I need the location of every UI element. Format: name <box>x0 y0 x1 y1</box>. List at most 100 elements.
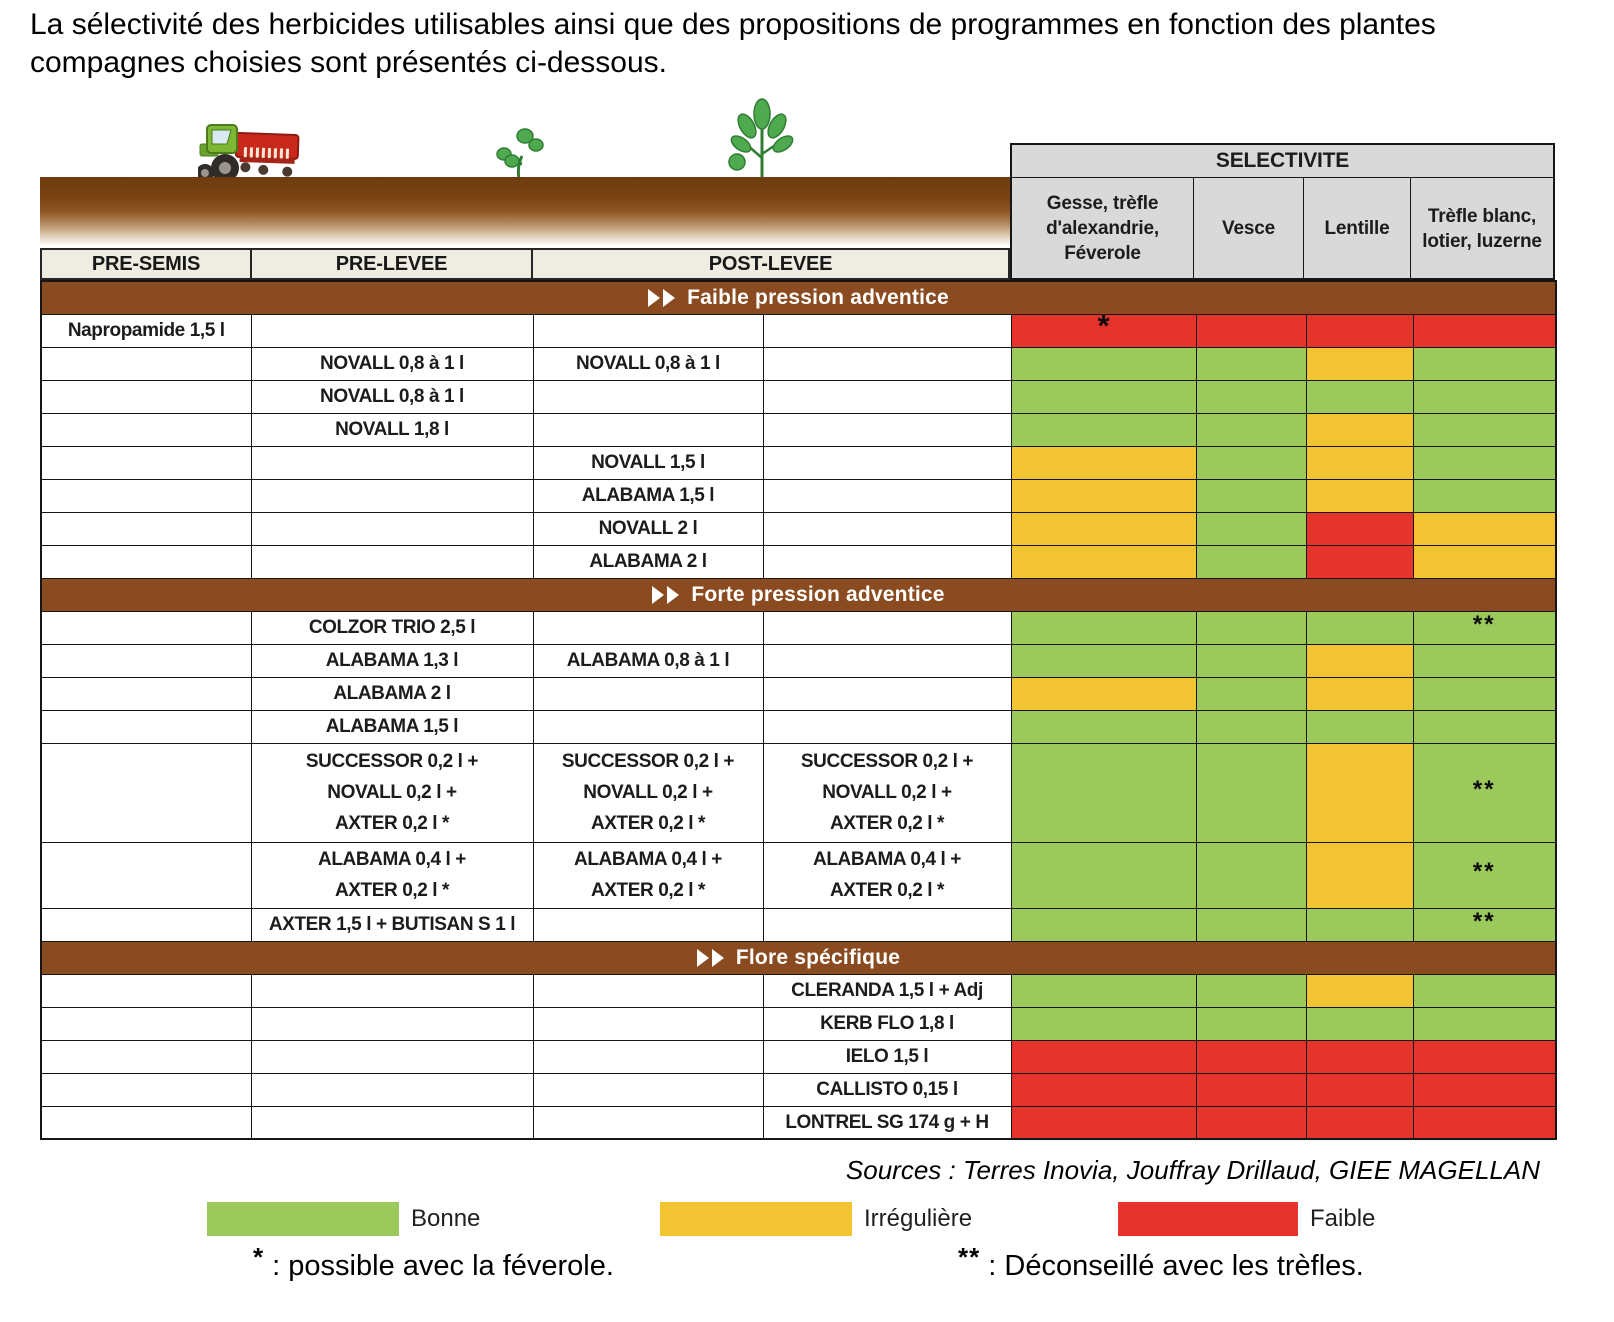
arrow-right-icon <box>667 585 680 604</box>
selectivity-cell-gesse-feverole <box>1010 1006 1197 1041</box>
cell-post-levee-2 <box>762 676 1012 711</box>
selectivity-table: PRE-SEMIS PRE-LEVEE POST-LEVEE SELECTIVI… <box>40 143 1558 1140</box>
cell-post-levee-1 <box>532 379 764 414</box>
cell-post-levee-1 <box>532 973 764 1008</box>
selectivity-cell-trefle-blanc <box>1412 676 1557 711</box>
header-post-levee: POST-LEVEE <box>531 250 1008 278</box>
section-bar: Flore spécifique <box>40 940 1557 975</box>
table-row: NOVALL 1,5 l <box>40 445 1557 480</box>
selectivity-cell-gesse-feverole <box>1010 544 1197 579</box>
table-row: ALABAMA 2 l <box>40 544 1557 579</box>
header-gesse-feverole: Gesse, trèfle d'alexandrie, Féverole <box>1046 193 1159 264</box>
cell-pre-levee: ALABAMA 2 l <box>250 676 534 711</box>
cell-pre-levee: SUCCESSOR 0,2 l + NOVALL 0,2 l + AXTER 0,2… <box>250 742 534 843</box>
selectivity-cell-vesce <box>1195 346 1307 381</box>
selectivity-cell-vesce <box>1195 1072 1307 1107</box>
cell-post-levee-1 <box>532 412 764 447</box>
arrow-right-icon <box>711 948 724 967</box>
footnote-marker: ** <box>1472 858 1496 885</box>
footnote-single-asterisk: * : possible avec la féverole. <box>253 1242 614 1282</box>
arrow-right-icon <box>663 288 676 307</box>
table-row: NOVALL 0,8 à 1 l NOVALL 0,8 à 1 l <box>40 346 1557 381</box>
selectivity-cell-lentille <box>1305 544 1414 579</box>
section-row: Flore spécifique <box>40 940 1557 975</box>
section-bar: Forte pression adventice <box>40 577 1557 612</box>
selectivity-cell-vesce <box>1195 1039 1307 1074</box>
selectivity-cell-gesse-feverole <box>1010 445 1197 480</box>
selectivity-cell-vesce <box>1195 1006 1307 1041</box>
header-pre-semis: PRE-SEMIS <box>91 252 201 275</box>
table-row: IELO 1,5 l <box>40 1039 1557 1074</box>
cell-post-levee-1: ALABAMA 0,8 à 1 l <box>532 643 764 678</box>
selectivity-cell-gesse-feverole <box>1010 412 1197 447</box>
selectivity-cell-trefle-blanc <box>1412 478 1557 513</box>
table-row: ALABAMA 1,3 l ALABAMA 0,8 à 1 l <box>40 643 1557 678</box>
selectivity-cell-lentille <box>1305 412 1414 447</box>
cell-post-levee-1 <box>532 1105 764 1140</box>
table-row: AXTER 1,5 l + BUTISAN S 1 l ** <box>40 907 1557 942</box>
arrow-right-icon <box>648 288 661 307</box>
selectivity-cell-vesce <box>1195 412 1307 447</box>
cell-pre-levee <box>250 478 534 513</box>
cell-post-levee-1: ALABAMA 0,4 l + AXTER 0,2 l * <box>532 841 764 909</box>
cell-post-levee-2 <box>762 907 1012 942</box>
cell-pre-levee <box>250 1006 534 1041</box>
header-lentille: Lentille <box>1303 178 1410 279</box>
legend-item-bonne: Bonne <box>207 1202 480 1236</box>
cell-post-levee-1 <box>532 907 764 942</box>
selectivity-cell-gesse-feverole <box>1010 478 1197 513</box>
selectivity-cell-gesse-feverole <box>1010 1039 1197 1074</box>
table-row: Napropamide 1,5 l * <box>40 313 1557 348</box>
footnote-marker: ** <box>1472 611 1496 638</box>
cell-pre-semis <box>40 478 252 513</box>
cell-pre-semis <box>40 643 252 678</box>
selectivity-cell-trefle-blanc: ** <box>1412 907 1557 942</box>
selectivity-cell-trefle-blanc <box>1412 412 1557 447</box>
cell-pre-semis <box>40 973 252 1008</box>
cell-pre-semis <box>40 412 252 447</box>
arrow-right-icon <box>652 585 665 604</box>
cell-pre-semis <box>40 1006 252 1041</box>
cell-post-levee-1: SUCCESSOR 0,2 l + NOVALL 0,2 l + AXTER 0,2… <box>532 742 764 843</box>
selectivity-cell-gesse-feverole <box>1010 1072 1197 1107</box>
cell-pre-semis <box>40 346 252 381</box>
selectivity-cell-vesce <box>1195 907 1307 942</box>
cell-pre-levee <box>250 445 534 480</box>
selectivity-cell-lentille <box>1305 511 1414 546</box>
stage-header-row: PRE-SEMIS PRE-LEVEE POST-LEVEE <box>40 248 1010 280</box>
header-vesce: Vesce <box>1193 178 1303 279</box>
footnote-marker: ** <box>1472 775 1496 803</box>
cell-post-levee-2: ALABAMA 0,4 l + AXTER 0,2 l * <box>762 841 1012 909</box>
cell-post-levee-2 <box>762 643 1012 678</box>
cell-pre-semis <box>40 1039 252 1074</box>
selectivity-cell-lentille <box>1305 643 1414 678</box>
selectivity-cell-gesse-feverole <box>1010 709 1197 744</box>
header-trefle-blanc: Trèfle blanc, lotier, luzerne <box>1410 178 1553 279</box>
selectivity-cell-trefle-blanc <box>1412 973 1557 1008</box>
cell-post-levee-1: ALABAMA 2 l <box>532 544 764 579</box>
section-label: Flore spécifique <box>735 945 901 969</box>
selectivity-cell-vesce <box>1195 676 1307 711</box>
cell-pre-semis <box>40 709 252 744</box>
selectivity-cell-lentille <box>1305 610 1414 645</box>
selectivity-cell-vesce <box>1195 511 1307 546</box>
cell-pre-levee <box>250 544 534 579</box>
footnote-double-asterisk: ** : Déconseillé avec les trèfles. <box>958 1242 1364 1282</box>
cell-pre-semis <box>40 676 252 711</box>
selectivity-cell-gesse-feverole: * <box>1010 313 1197 348</box>
table-row: SUCCESSOR 0,2 l + NOVALL 0,2 l + AXTER 0,2… <box>40 742 1557 843</box>
cell-pre-semis <box>40 742 252 843</box>
selectivity-cell-trefle-blanc <box>1412 1072 1557 1107</box>
cell-post-levee-2 <box>762 478 1012 513</box>
selectivity-cell-trefle-blanc <box>1412 1039 1557 1074</box>
selectivity-cell-vesce <box>1195 478 1307 513</box>
cell-post-levee-2 <box>762 412 1012 447</box>
table-row: COLZOR TRIO 2,5 l ** <box>40 610 1557 645</box>
table-row: KERB FLO 1,8 l <box>40 1006 1557 1041</box>
legend-label-irregular: Irrégulière <box>864 1205 973 1232</box>
cell-pre-levee: NOVALL 0,8 à 1 l <box>250 379 534 414</box>
cell-post-levee-1 <box>532 610 764 645</box>
cell-pre-levee <box>250 1039 534 1074</box>
cell-pre-semis <box>40 610 252 645</box>
table-row: LONTREL SG 174 g + H <box>40 1105 1557 1140</box>
